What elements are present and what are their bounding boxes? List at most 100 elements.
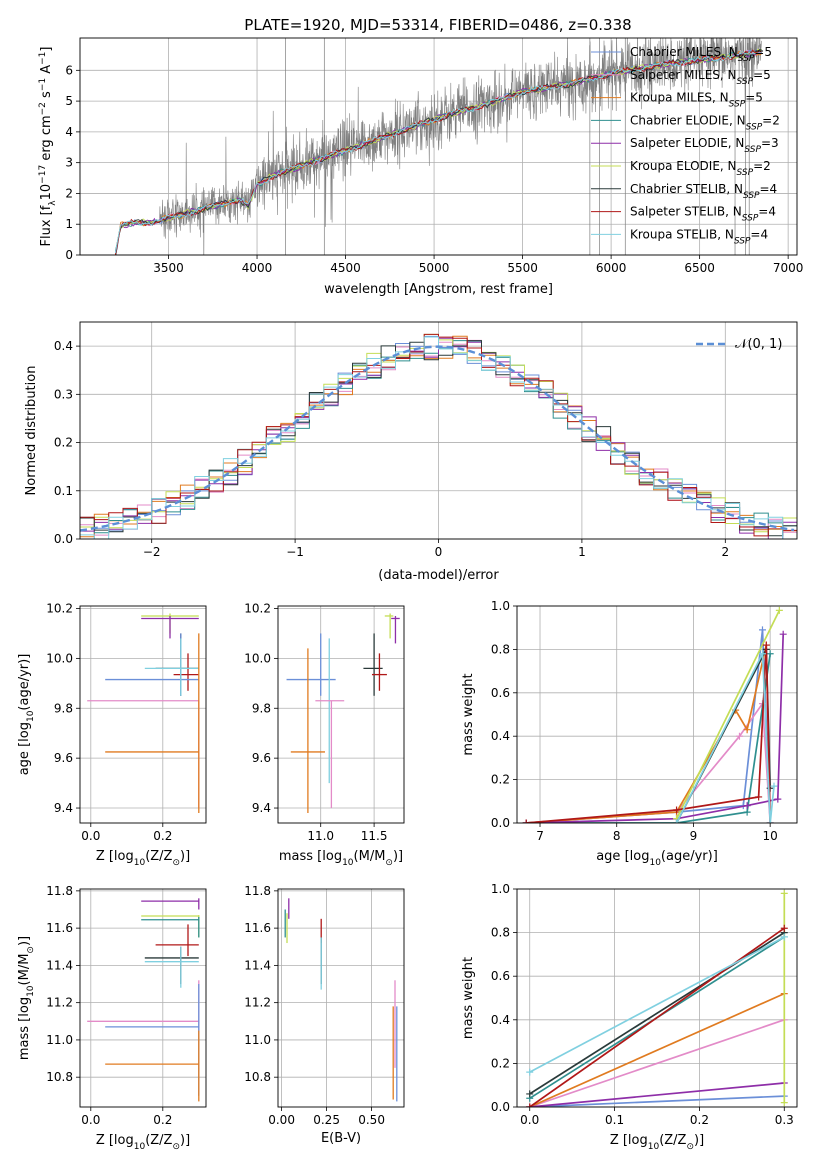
x-tick-label: 0.25 (313, 1113, 340, 1127)
y-tick-label: 10.2 (244, 601, 271, 615)
mass-vs-metallicity-panel: 0.0 0.2 10.8 11.0 11.2 11.4 11.6 11.8 Z [log10(Z… (17, 884, 207, 1152)
axes-frame (79, 605, 207, 824)
x-axis-label: Z [log10(Z/Z⊙)] (96, 849, 190, 868)
weight-series-krou_stelib (673, 650, 778, 823)
weight-marker-salp_elodie (779, 630, 787, 638)
y-tick-label: 11.0 (244, 1033, 271, 1047)
mass-vs-ebv-panel: 0.00 0.25 0.50 10.8 11.0 11.2 11.4 11.6 11.8 E(B-… (244, 884, 405, 1146)
residuals-panel: −2 −1 0 1 2 0.0 0.1 0.2 0.3 0.4 (data-model)/error… (24, 321, 798, 583)
y-tick-label: 10.8 (46, 1070, 73, 1084)
x-tick-label: 5500 (507, 261, 538, 275)
model-spectrum-krou_elodie (114, 48, 762, 255)
errorbar-chab_miles (105, 633, 199, 696)
normal-distribution-curve (80, 345, 795, 532)
residual-histogram-chab_stelib (80, 340, 797, 537)
weight-marker-krou_elodie (780, 1099, 788, 1107)
y-tick-label: 0.8 (491, 926, 510, 940)
legend-entry-salp_elodie: Salpeter ELODIE, NSSP=3 (630, 136, 779, 155)
axes-frame (516, 605, 798, 824)
x-tick-label: 10 (763, 829, 778, 843)
y-tick-label: 9.8 (54, 701, 73, 715)
weight-line-salp_elodie (529, 1082, 785, 1107)
residual-histogram-salp_stelib (80, 333, 797, 537)
errorbar-chab_stelib (155, 633, 199, 696)
weight-series-krou_elodie (780, 889, 788, 1107)
weight-marker-salp_stelib (673, 806, 681, 814)
axes-frame (79, 321, 798, 540)
y-tick-label: 9.6 (252, 751, 271, 765)
plot-area (87, 898, 200, 1102)
weight-vs-age-panel: 7 8 9 10 0.0 0.2 0.4 0.6 0.8 1.0 age [log10(age/yr… (461, 599, 798, 868)
weight-marker-krou_stelib (758, 650, 766, 658)
errorbar-salp_stelib (371, 653, 387, 691)
y-tick-label: 10.2 (46, 601, 73, 615)
y-tick-label: 4 (65, 125, 73, 139)
grid (278, 606, 404, 823)
weight-marker-krou_stelib (770, 782, 778, 790)
y-axis-label: mass weight (461, 957, 476, 1039)
residual-histogram-krou_stelib (80, 336, 797, 539)
weight-marker-salp_elodie (743, 802, 751, 810)
x-tick-label: 11.0 (307, 829, 334, 843)
model-spectrum-krou_stelib (114, 51, 762, 254)
weight-marker-krou_stelib (526, 1068, 534, 1076)
plot-area (284, 898, 398, 1102)
x-tick-label: 7000 (773, 261, 804, 275)
weight-line-krou_stelib (529, 936, 785, 1073)
x-tick-label: −2 (143, 545, 161, 559)
errorbar-krou_miles (105, 1030, 200, 1102)
plot-area (87, 613, 200, 814)
y-tick-label: 9.4 (252, 801, 271, 815)
weight-line-krou_miles (529, 992, 785, 1107)
legend-entry-krou_elodie: Kroupa ELODIE, NSSP=2 (630, 159, 771, 178)
weight-line-krou_elodie (675, 609, 781, 820)
x-tick-label: 5000 (419, 261, 450, 275)
x-tick-label: 0 (435, 545, 443, 559)
weight-series-salp_stelib (526, 924, 788, 1107)
x-tick-label: 0.00 (268, 1113, 295, 1127)
x-axis-label: E(B-V) (321, 1131, 361, 1146)
y-axis-label: age [log10(age/yr)] (17, 654, 36, 776)
weight-marker-salp_stelib (526, 1103, 534, 1107)
weight-series-krou_miles (526, 990, 788, 1107)
x-tick-label: 0.2 (690, 1113, 709, 1127)
weight-marker-salp_stelib (522, 819, 530, 823)
weight-line-salp_miles (526, 701, 772, 823)
legend-entry-chab_miles: Chabrier MILES, NSSP=5 (630, 45, 772, 64)
age-vs-metallicity-panel: 0.0 0.2 9.4 9.6 9.8 10.0 10.2 Z [log10(Z/Z⊙)] ag… (17, 601, 207, 868)
observed-spectrum-line (115, 38, 762, 255)
y-tick-label: 2 (65, 186, 73, 200)
plot-area (522, 606, 787, 823)
y-tick-label: 11.0 (46, 1033, 73, 1047)
plot-area (286, 613, 400, 814)
y-tick-label: 0.4 (491, 1013, 510, 1027)
y-tick-label: 0.2 (491, 1056, 510, 1070)
errorbar-salp_miles (87, 980, 200, 1031)
x-axis-label: Z [log10(Z/Z⊙)] (610, 1133, 704, 1152)
y-tick-label: 11.8 (46, 884, 73, 898)
y-tick-label: 1.0 (491, 882, 510, 896)
grid (517, 888, 797, 1108)
plot-area (526, 889, 788, 1107)
y-tick-label: 0.2 (54, 436, 73, 450)
x-tick-label: 0.2 (153, 1113, 172, 1127)
y-tick-label: 5 (65, 94, 73, 108)
errorbar-chab_elodie (141, 916, 200, 938)
plot-area (114, 38, 762, 255)
y-tick-label: 11.8 (244, 884, 271, 898)
errorbar-krou_stelib (144, 638, 199, 696)
weight-marker-salp_stelib (780, 924, 788, 932)
legend-entry-chab_elodie: Chabrier ELODIE, NSSP=2 (630, 113, 780, 132)
y-tick-label: 0.2 (491, 773, 510, 787)
x-tick-label: 6500 (684, 261, 715, 275)
x-tick-label: 0.0 (81, 829, 100, 843)
errorbar-salp_miles (315, 700, 345, 809)
errorbar-krou_elodie (384, 613, 394, 639)
y-tick-label: 0 (65, 248, 73, 262)
weight-marker-krou_elodie (780, 889, 788, 897)
x-tick-label: 0.50 (358, 1113, 385, 1127)
age-vs-mass-panel: 11.0 11.5 9.4 9.6 9.8 10.0 10.2 mass [log10(M/M… (244, 601, 405, 868)
errorbar-salp_stelib (173, 653, 199, 691)
x-axis-label: Z [log10(Z/Z⊙)] (96, 1133, 190, 1152)
